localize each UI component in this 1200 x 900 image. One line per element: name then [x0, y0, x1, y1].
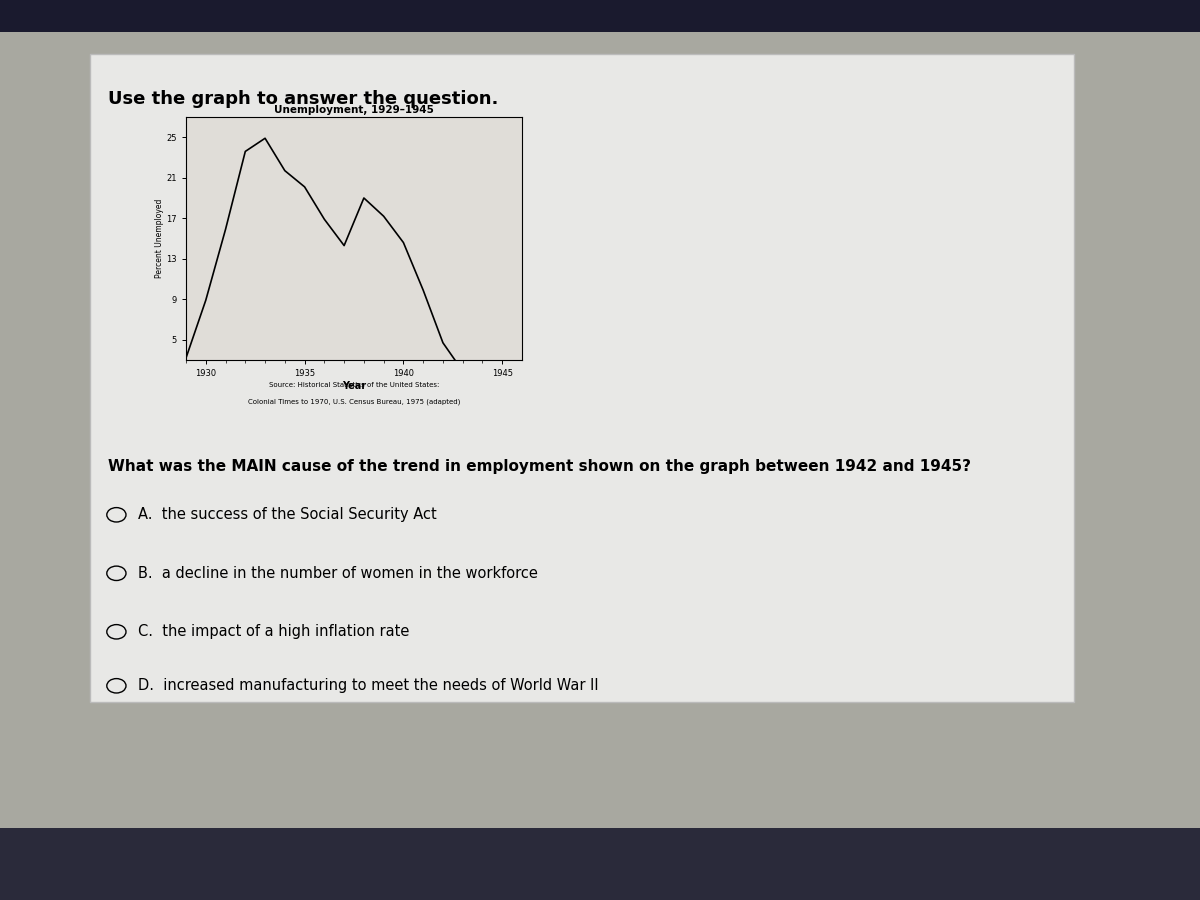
Text: A.  the success of the Social Security Act: A. the success of the Social Security Ac…	[138, 508, 437, 522]
Text: B.  a decline in the number of women in the workforce: B. a decline in the number of women in t…	[138, 566, 538, 580]
Text: Use the graph to answer the question.: Use the graph to answer the question.	[108, 90, 498, 108]
Text: What was the MAIN cause of the trend in employment shown on the graph between 19: What was the MAIN cause of the trend in …	[108, 459, 971, 474]
Text: C.  the impact of a high inflation rate: C. the impact of a high inflation rate	[138, 625, 409, 639]
Y-axis label: Percent Unemployed: Percent Unemployed	[155, 199, 163, 278]
Text: D.  increased manufacturing to meet the needs of World War II: D. increased manufacturing to meet the n…	[138, 679, 599, 693]
Text: Source: Historical Statistics of the United States:: Source: Historical Statistics of the Uni…	[269, 382, 439, 388]
Title: Unemployment, 1929–1945: Unemployment, 1929–1945	[274, 104, 434, 115]
Text: Colonial Times to 1970, U.S. Census Bureau, 1975 (adapted): Colonial Times to 1970, U.S. Census Bure…	[248, 398, 460, 405]
X-axis label: Year: Year	[342, 381, 366, 391]
